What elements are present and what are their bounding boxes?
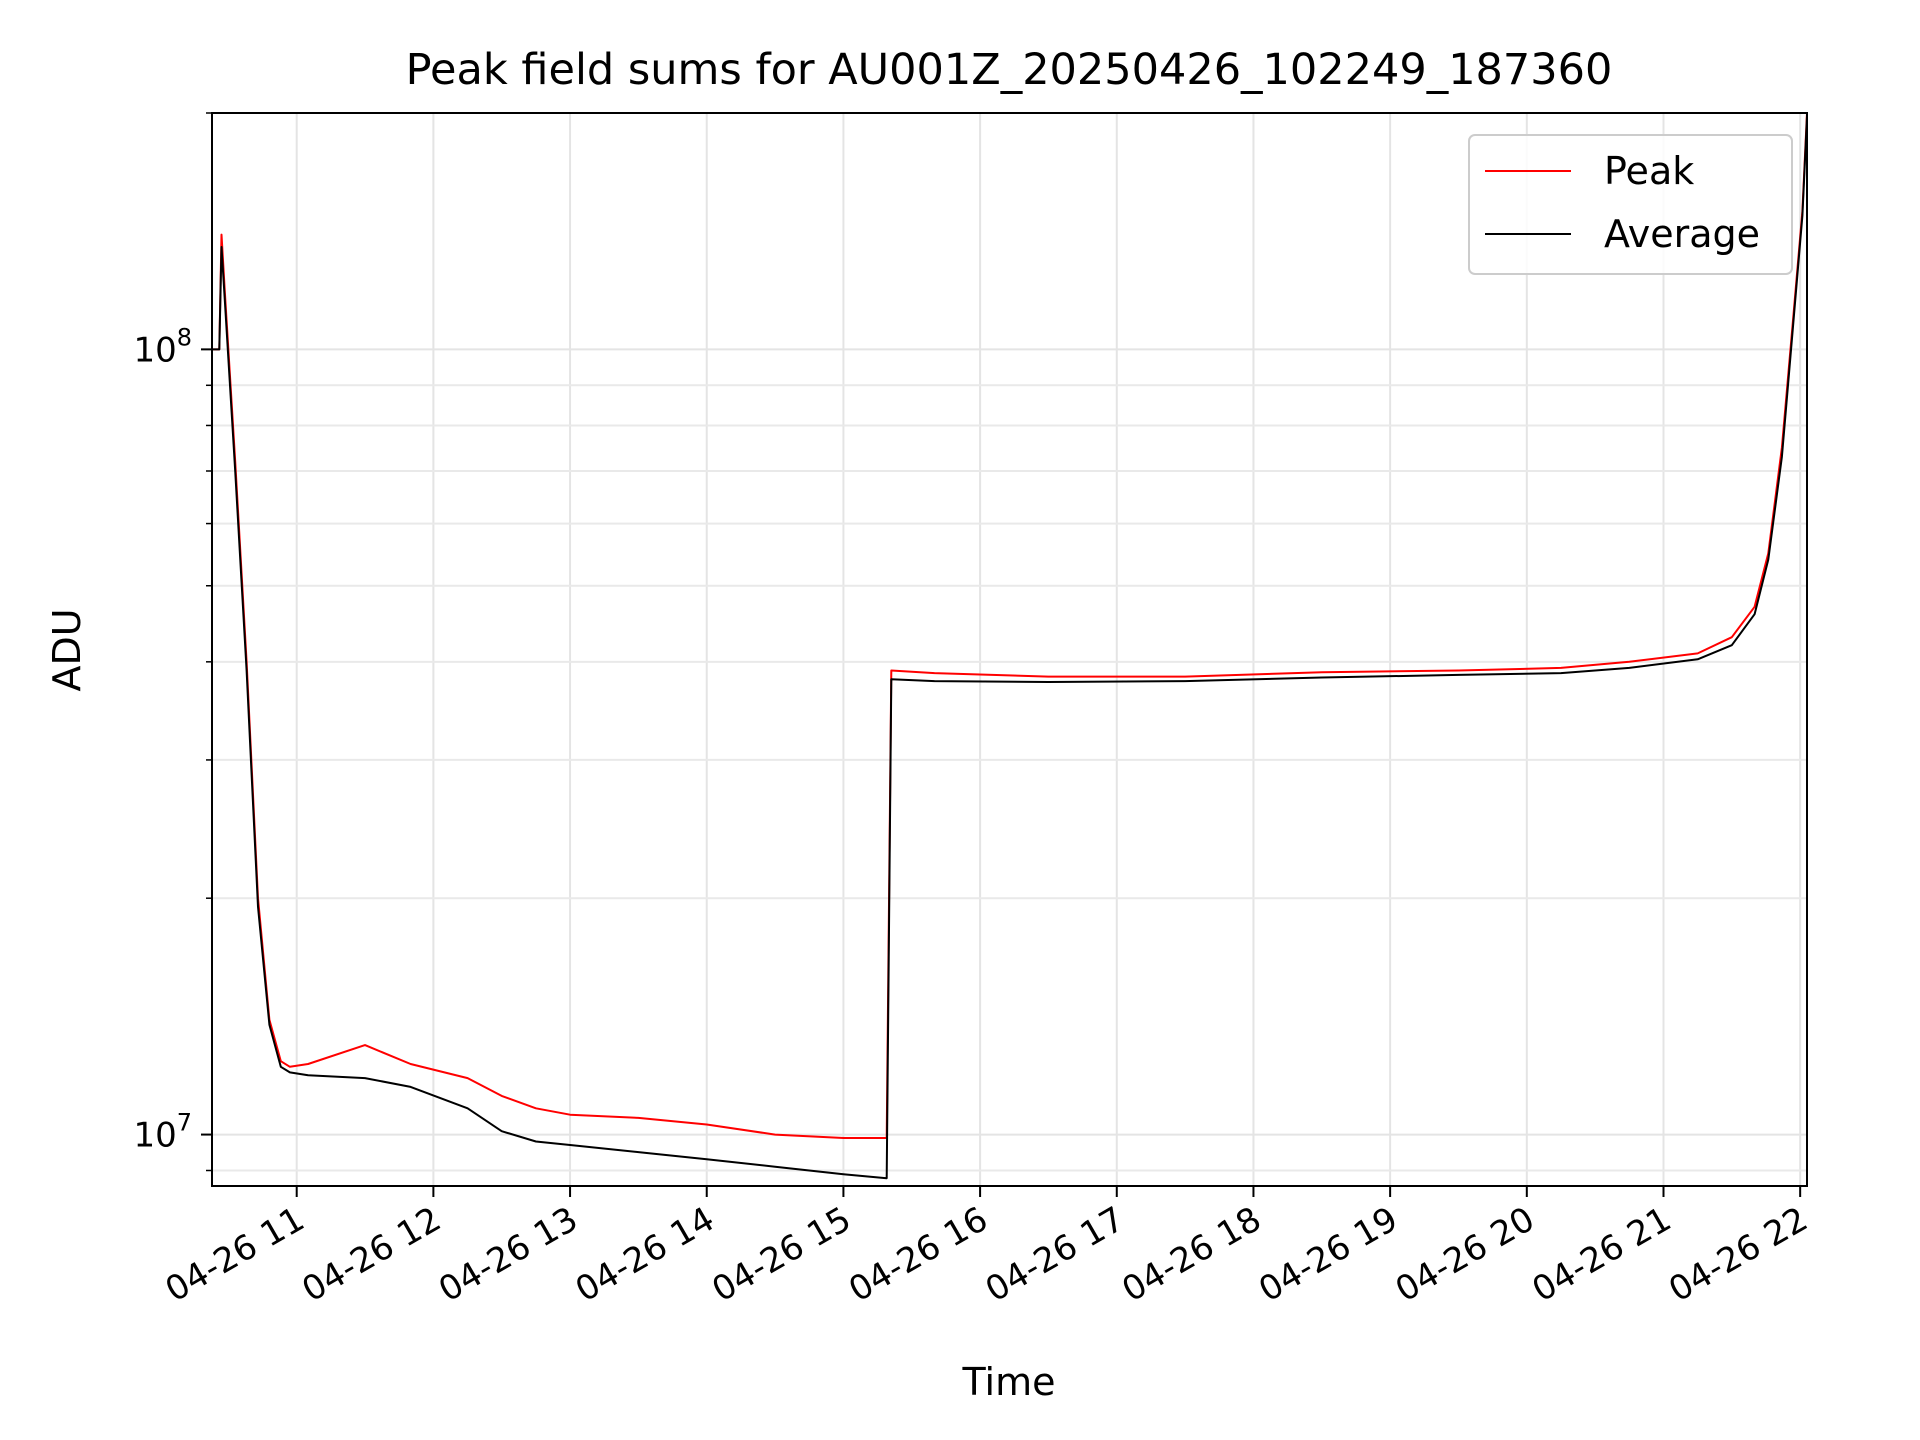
- legend-label: Peak: [1604, 149, 1694, 193]
- y-tick-label: 107: [133, 1109, 192, 1156]
- plot-area: [212, 112, 1808, 1180]
- y-axis-label: ADU: [45, 608, 89, 691]
- y-tick-exponent: 7: [177, 1109, 192, 1137]
- legend-label: Average: [1604, 212, 1760, 256]
- x-axis-label: Time: [962, 1360, 1056, 1404]
- y-tick-label: 108: [133, 323, 192, 370]
- plot-frame: [211, 112, 1808, 1187]
- series-line-average: [212, 116, 1808, 1180]
- chart-title: Peak field sums for AU001Z_20250426_1022…: [406, 45, 1613, 95]
- y-tick-exponent: 8: [177, 323, 192, 351]
- legend-box: [1468, 134, 1793, 275]
- y-tick-base: 10: [133, 330, 176, 370]
- legend: Peak Average: [1468, 134, 1793, 275]
- y-tick-base: 10: [133, 1116, 176, 1156]
